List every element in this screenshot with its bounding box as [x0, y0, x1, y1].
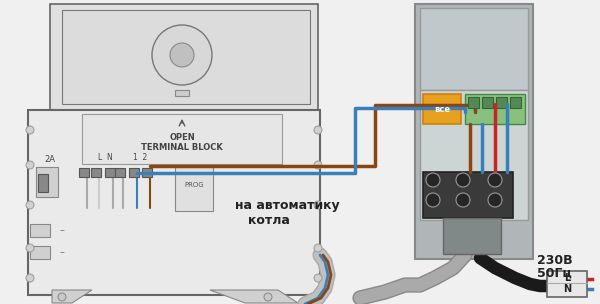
Bar	[30, 224, 50, 237]
Bar	[79, 168, 89, 177]
Bar	[420, 8, 528, 90]
Bar	[420, 90, 528, 220]
Circle shape	[426, 193, 440, 207]
Circle shape	[152, 25, 212, 85]
Text: 2A: 2A	[44, 156, 56, 164]
Bar	[468, 97, 479, 108]
Text: 1  2: 1 2	[133, 154, 147, 163]
Circle shape	[488, 193, 502, 207]
Circle shape	[26, 161, 34, 169]
Text: –: –	[60, 247, 65, 257]
Bar	[129, 168, 139, 177]
Circle shape	[26, 244, 34, 252]
Text: все: все	[434, 105, 450, 113]
Circle shape	[58, 293, 66, 301]
Bar	[482, 97, 493, 108]
Circle shape	[314, 274, 322, 282]
Bar	[175, 90, 189, 96]
Polygon shape	[52, 290, 92, 303]
Bar	[465, 94, 525, 124]
Circle shape	[456, 173, 470, 187]
Text: 230В: 230В	[537, 254, 572, 268]
Text: TERMINAL BLOCK: TERMINAL BLOCK	[141, 143, 223, 152]
Text: N: N	[563, 284, 571, 294]
Bar	[547, 271, 587, 297]
Text: OPEN: OPEN	[169, 133, 195, 142]
Bar	[91, 168, 101, 177]
Bar	[105, 168, 115, 177]
Bar	[443, 218, 501, 254]
Text: –: –	[60, 225, 65, 235]
Circle shape	[26, 126, 34, 134]
Bar	[510, 97, 521, 108]
Bar	[82, 114, 282, 164]
Circle shape	[264, 293, 272, 301]
Bar	[28, 110, 320, 295]
Circle shape	[26, 274, 34, 282]
Circle shape	[314, 244, 322, 252]
Circle shape	[314, 126, 322, 134]
Bar	[496, 97, 507, 108]
Text: L: L	[564, 273, 570, 283]
Circle shape	[314, 201, 322, 209]
Circle shape	[26, 201, 34, 209]
Text: котла: котла	[248, 213, 290, 226]
Text: L  N: L N	[98, 154, 112, 163]
Text: PROG: PROG	[184, 182, 204, 188]
Text: на автоматику: на автоматику	[235, 199, 340, 212]
Circle shape	[426, 173, 440, 187]
Bar	[423, 94, 461, 124]
Bar	[30, 246, 50, 259]
Text: 50Гц: 50Гц	[537, 267, 572, 279]
Bar	[115, 168, 125, 177]
Bar	[423, 172, 513, 218]
Bar	[142, 168, 152, 177]
Circle shape	[170, 43, 194, 67]
Circle shape	[456, 193, 470, 207]
Bar	[38, 174, 48, 192]
Bar	[36, 167, 58, 197]
Polygon shape	[210, 290, 298, 303]
Bar	[415, 4, 533, 259]
Circle shape	[314, 161, 322, 169]
Bar	[62, 10, 310, 104]
Circle shape	[488, 173, 502, 187]
Bar	[175, 167, 213, 211]
Bar	[50, 4, 318, 112]
